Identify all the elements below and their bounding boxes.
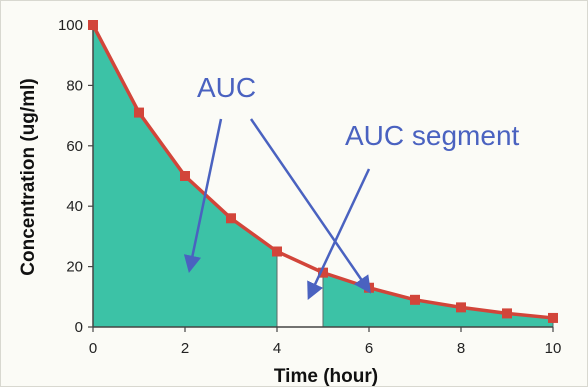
data-point-marker [180, 171, 190, 181]
data-point-marker [410, 294, 420, 305]
data-point-marker [226, 213, 236, 224]
auc-fill-layer [92, 24, 554, 328]
annotation-arrow [183, 118, 223, 274]
data-point-marker [88, 20, 98, 30]
annotation-layer: AUC AUC segment [183, 72, 520, 300]
data-point-marker [272, 246, 282, 257]
x-axis-title: Time (hour) [274, 366, 378, 386]
data-point-marker [134, 107, 144, 118]
x-tick-label: 8 [457, 340, 465, 357]
x-tick-label: 0 [89, 340, 97, 357]
annotation-auc: AUC [197, 72, 256, 103]
annotation-arrow [307, 168, 371, 300]
y-tick-label: 20 [66, 259, 83, 276]
y-tick-label: 60 [66, 138, 83, 155]
tick-layer: 0 20 40 60 80 100 0 2 4 6 8 10 [58, 17, 561, 357]
x-tick-label: 4 [273, 340, 281, 357]
y-axis-title: Concentration (ug/ml) [18, 78, 39, 275]
annotation-auc-segment: AUC segment [345, 120, 520, 151]
x-tick-label: 10 [545, 340, 562, 357]
y-tick-label: 0 [75, 319, 83, 336]
y-tick-label: 80 [66, 77, 83, 94]
data-point-marker [548, 312, 558, 323]
data-point-marker [318, 267, 328, 278]
x-tick-label: 6 [365, 340, 373, 357]
data-point-marker [456, 302, 466, 313]
y-tick-label: 100 [58, 17, 83, 34]
x-tick-label: 2 [181, 340, 189, 357]
y-tick-label: 40 [66, 198, 83, 215]
annotation-arrow [249, 118, 371, 294]
auc-shaded-region-2 [322, 271, 554, 328]
series-layer [88, 20, 558, 323]
data-point-marker [502, 308, 512, 319]
axes [92, 25, 553, 328]
